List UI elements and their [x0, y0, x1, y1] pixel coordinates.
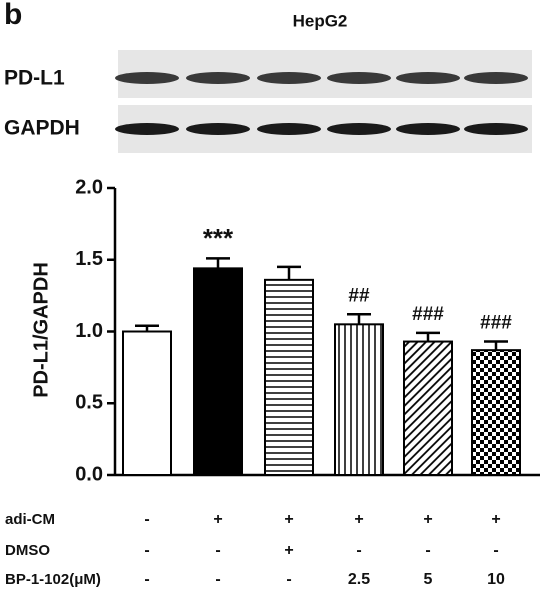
blot-band	[396, 72, 460, 84]
y-tick-label: 0.5	[75, 392, 103, 414]
condition-value: -	[144, 571, 149, 588]
blot-band	[257, 123, 321, 135]
blot-label: PD-L1	[4, 67, 65, 90]
annotation: ###	[480, 313, 512, 334]
bar	[264, 278, 314, 476]
blot-band	[115, 72, 179, 84]
y-tick-label: 0.0	[75, 463, 103, 485]
y-tick-label: 1.0	[75, 320, 103, 342]
annotation: ***	[203, 223, 234, 253]
condition-value: -	[286, 571, 291, 588]
condition-label: adi-CM	[5, 511, 55, 528]
condition-value: +	[423, 511, 432, 528]
blot-band	[327, 123, 391, 135]
blot-label: GAPDH	[4, 117, 80, 140]
condition-label: BP-1-102(μM)	[5, 571, 101, 588]
y-tick-label: 2.0	[75, 176, 103, 198]
condition-value: -	[356, 542, 361, 559]
bar	[403, 340, 453, 477]
condition-value: +	[284, 542, 293, 559]
condition-value: 5	[424, 571, 433, 588]
panel-label: b	[4, 0, 22, 31]
blot-band	[396, 123, 460, 135]
blot-strip	[118, 50, 532, 98]
condition-label: DMSO	[5, 542, 50, 559]
y-tick-label: 1.5	[75, 248, 103, 270]
blot-band	[186, 123, 250, 135]
annotation: ##	[348, 285, 370, 306]
condition-value: -	[215, 571, 220, 588]
condition-value: 2.5	[348, 571, 370, 588]
condition-value: -	[144, 542, 149, 559]
bar	[122, 330, 172, 476]
condition-value: +	[491, 511, 500, 528]
blot-band	[327, 72, 391, 84]
condition-value: +	[284, 511, 293, 528]
condition-value: -	[425, 542, 430, 559]
condition-value: +	[354, 511, 363, 528]
annotation: ###	[412, 304, 444, 325]
condition-value: 10	[487, 571, 505, 588]
condition-value: -	[144, 511, 149, 528]
bar	[193, 267, 243, 476]
condition-value: +	[213, 511, 222, 528]
blot-band	[464, 123, 528, 135]
chart-title: HepG2	[293, 11, 348, 30]
western-blot	[115, 50, 532, 153]
blot-band	[464, 72, 528, 84]
blot-band	[257, 72, 321, 84]
blot-band	[115, 123, 179, 135]
condition-value: -	[493, 542, 498, 559]
condition-value: -	[215, 542, 220, 559]
bar	[334, 323, 384, 477]
blot-band	[186, 72, 250, 84]
bar	[471, 349, 521, 476]
y-axis-label: PD-L1/GAPDH	[30, 262, 52, 398]
